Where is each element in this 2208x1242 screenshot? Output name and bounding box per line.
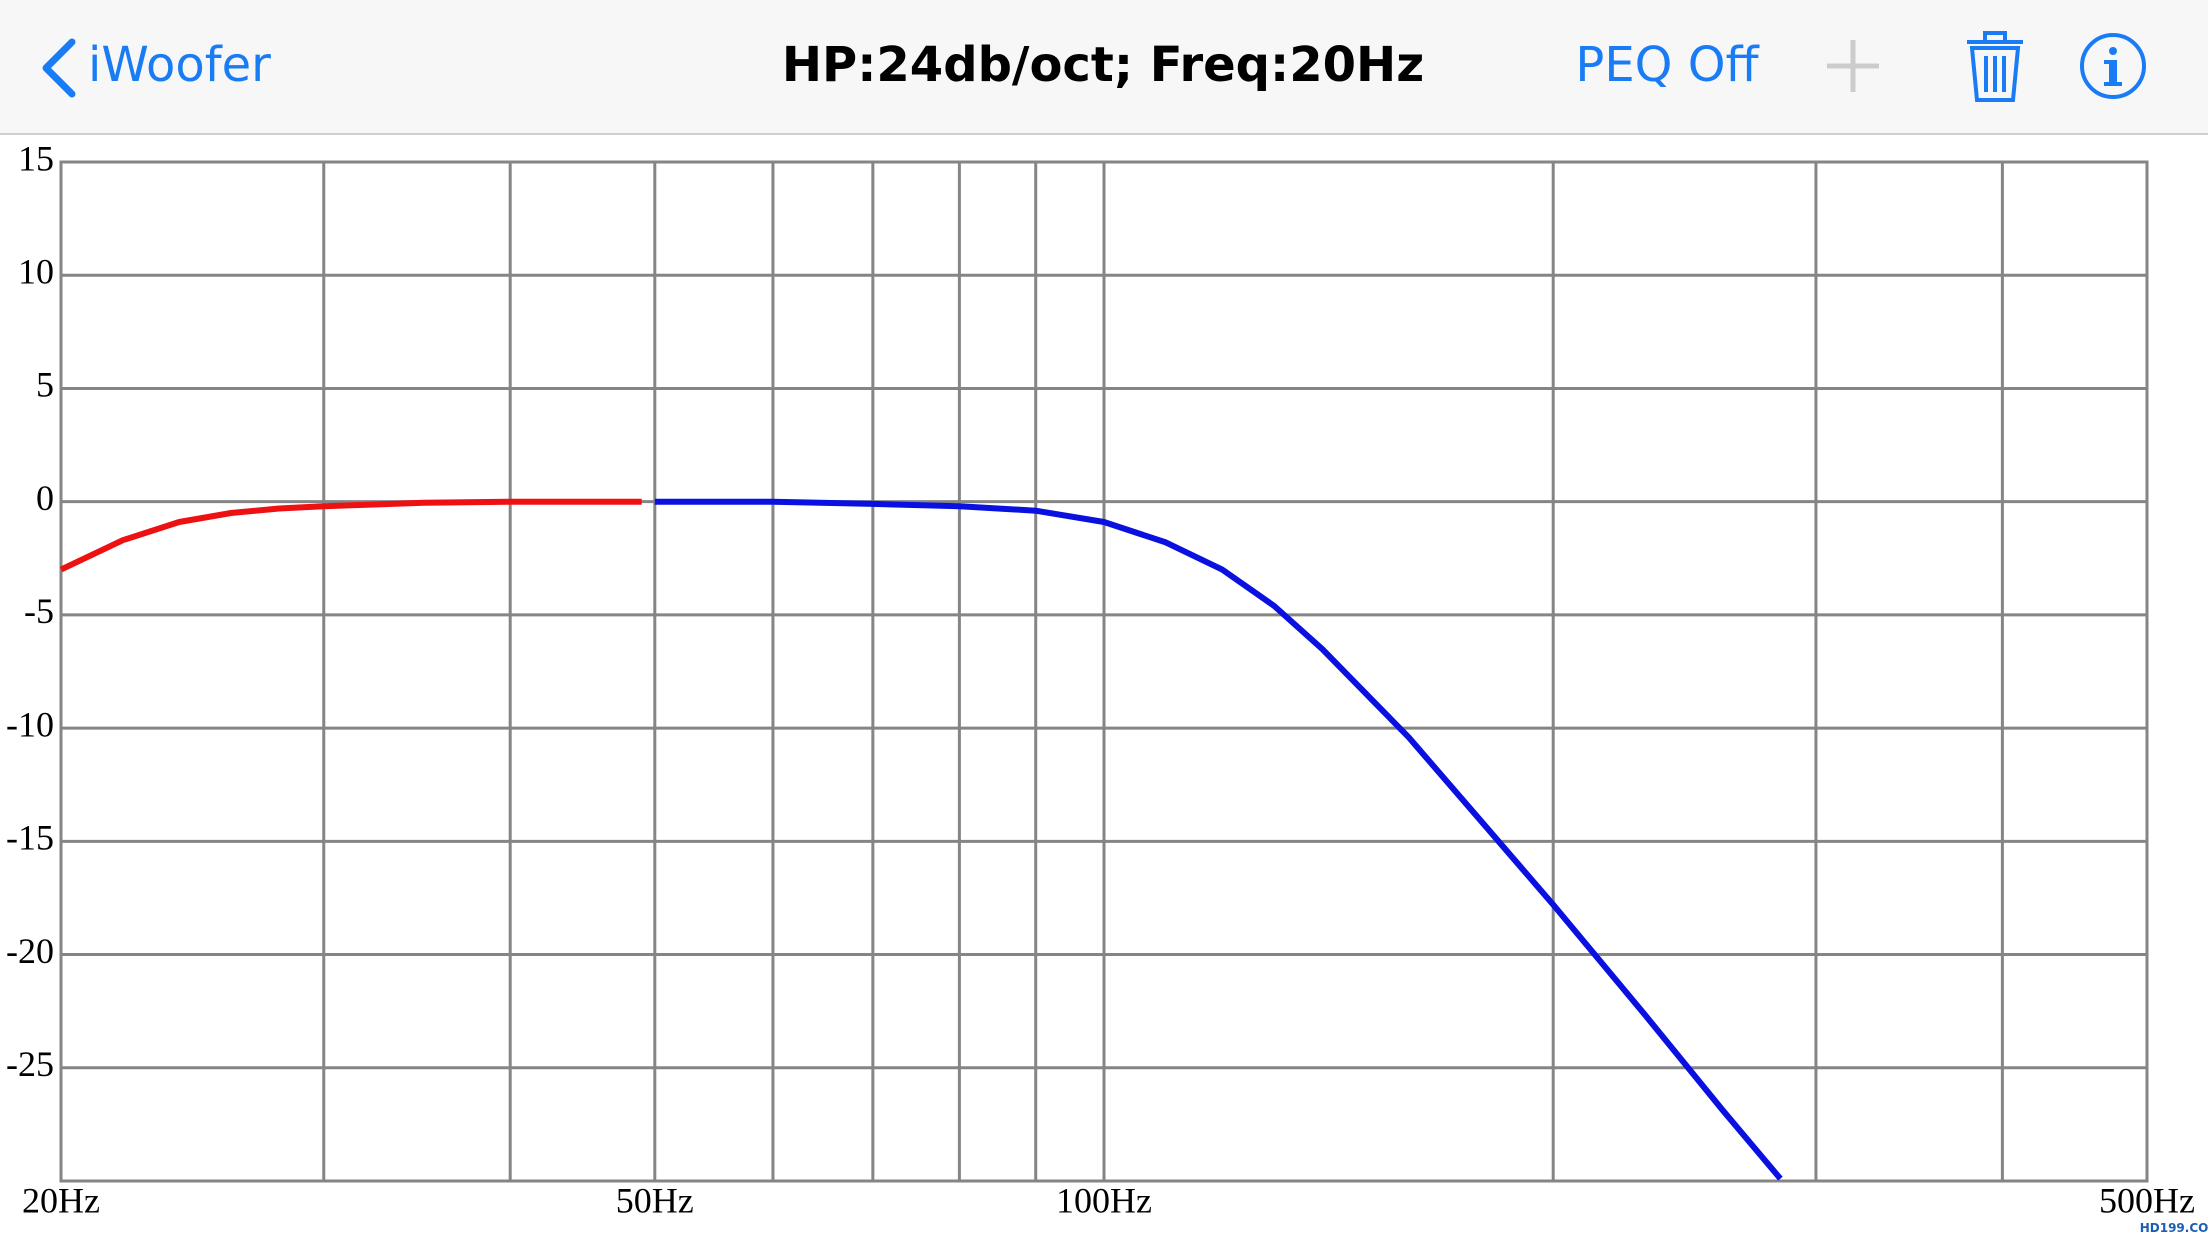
plot-frame	[59, 160, 2149, 1183]
chart: 15 10 5 0 -5 -10 -15 -20 -25 20Hz 50Hz 100Hz 500Hz	[6, 138, 2195, 1220]
x-tick-label: 500Hz	[2099, 1180, 2195, 1220]
add-button[interactable]	[1827, 40, 1879, 92]
info-stem[interactable]	[2104, 60, 2122, 86]
nav-title: HP:24db/oct; Freq:20Hz	[782, 37, 1424, 93]
x-tick-label: 50Hz	[616, 1180, 694, 1220]
response-curve	[59, 498, 642, 573]
info-circle[interactable]	[2080, 33, 2146, 99]
watermark: HD199.COM	[2140, 1221, 2208, 1235]
info-button[interactable]	[2080, 33, 2146, 99]
back-label[interactable]: iWoofer	[88, 37, 271, 93]
peq-button[interactable]: PEQ Off	[1575, 37, 1759, 93]
y-tick-label: 0	[36, 478, 54, 518]
y-tick-label: 10	[18, 251, 54, 291]
info-dot[interactable]	[2109, 47, 2117, 55]
y-tick-label: -5	[24, 591, 54, 631]
trash-icon[interactable]	[1967, 31, 2023, 102]
x-tick-label: 20Hz	[22, 1180, 100, 1220]
y-tick-label: -10	[6, 704, 54, 744]
back-button[interactable]: iWoofer	[42, 37, 271, 98]
y-tick-label: 15	[18, 138, 54, 178]
y-tick-label: 5	[36, 365, 54, 405]
y-tick-label: -25	[6, 1044, 54, 1084]
trash-button[interactable]	[1967, 31, 2023, 102]
response-curve	[654, 498, 1783, 1181]
back-chevron[interactable]	[42, 38, 76, 98]
y-tick-label: -20	[6, 931, 54, 971]
x-tick-label: 100Hz	[1056, 1180, 1152, 1220]
y-tick-label: -15	[6, 818, 54, 858]
